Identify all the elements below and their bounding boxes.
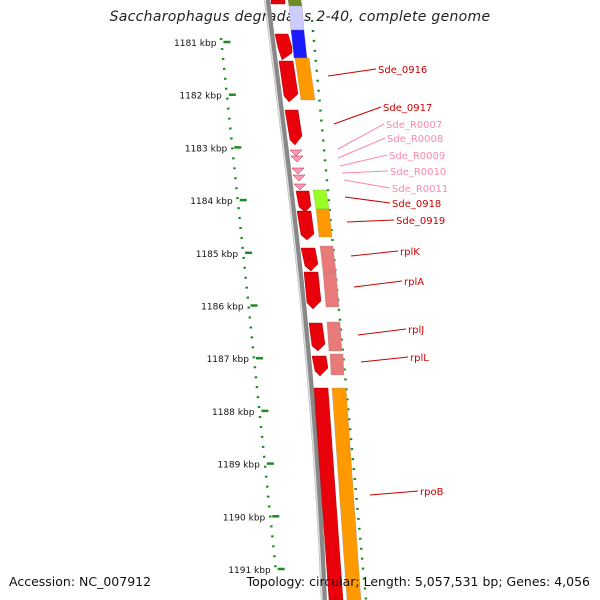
rna-arrow — [291, 167, 305, 175]
cds-arrow — [284, 109, 303, 146]
gene-label-sde_r0010: Sde_R0010 — [390, 167, 446, 178]
rna-arrow — [292, 174, 306, 182]
leader-line — [343, 179, 391, 189]
tick-label: 1190 kbp — [223, 513, 266, 523]
lavender-block — [288, 5, 305, 31]
tick-label: 1191 kbp — [228, 566, 271, 576]
cds-arrow — [295, 190, 312, 213]
rna-arrow — [289, 149, 303, 157]
tick-label: 1181 kbp — [174, 39, 217, 49]
accession-text: Accession: NC_007912 — [9, 574, 152, 589]
cds-arrow — [278, 60, 299, 103]
orange-block — [315, 208, 333, 238]
leader-line — [327, 68, 377, 77]
gene-label-sde_0916: Sde_0916 — [378, 65, 427, 76]
cds-arrow — [270, 0, 286, 5]
tick-label: 1183 kbp — [185, 144, 228, 154]
leader-line — [333, 106, 382, 125]
tick-label: 1182 kbp — [179, 92, 222, 102]
leader-line — [337, 123, 385, 150]
tick-label: 1188 kbp — [212, 408, 255, 418]
leader-line — [341, 170, 389, 174]
genome-backbone — [264, 0, 327, 600]
cds-arrow — [311, 355, 329, 377]
leader-line — [360, 356, 409, 363]
gene-label-rplk: rplK — [400, 247, 420, 258]
pink-block — [326, 321, 343, 352]
rna-arrow — [290, 155, 304, 163]
gene-features — [270, 0, 362, 600]
gene-label-sde_r0011: Sde_R0011 — [392, 184, 448, 195]
gene-label-rpll: rplL — [410, 353, 429, 364]
backbone-highlight — [264, 0, 323, 600]
gene-label-sde_r0008: Sde_R0008 — [387, 134, 443, 145]
orange-block — [294, 57, 316, 101]
gene-label-sde_0919: Sde_0919 — [396, 216, 445, 227]
cds-arrow — [303, 271, 322, 310]
olive-block — [287, 0, 303, 7]
kbp-tick-axis: 1181 kbp 1182 kbp 1183 kbp 1184 kbp 1185 kbp… — [174, 39, 285, 576]
leader-line — [344, 196, 391, 204]
backbone-band — [264, 0, 327, 600]
tick-label: 1184 kbp — [190, 197, 233, 207]
pink-block — [319, 245, 337, 273]
gene-label-rpla: rplA — [404, 277, 424, 288]
leader-line — [337, 137, 386, 159]
cds-band-rpoB — [313, 387, 344, 600]
cds-arrow — [296, 210, 315, 241]
outer-dotted-line — [310, 19, 368, 600]
dotted-guide-lines — [219, 19, 368, 600]
leader-line — [339, 154, 388, 167]
gene-label-sde_r0009: Sde_R0009 — [389, 151, 445, 162]
gene-label-sde_0917: Sde_0917 — [383, 103, 432, 114]
cds-arrow — [308, 322, 326, 352]
pink-block — [329, 353, 345, 376]
tick-label: 1186 kbp — [201, 303, 244, 313]
orange-band — [331, 387, 362, 600]
cds-arrow — [274, 33, 293, 61]
tick-label: 1189 kbp — [217, 461, 260, 471]
gene-label-rplj: rplJ — [408, 325, 424, 336]
leader-line — [357, 328, 407, 336]
gene-label-sde_r0007: Sde_R0007 — [386, 120, 442, 131]
lime-block — [312, 189, 330, 210]
leader-line — [350, 250, 399, 257]
blue-block — [290, 29, 308, 59]
tick-label: 1187 kbp — [207, 355, 250, 365]
gene-label-rpob: rpoB — [420, 487, 444, 498]
pink-block — [322, 271, 340, 308]
rna-arrow — [293, 183, 307, 191]
gene-labels: Sde_0916 Sde_0917 Sde_R0007 Sde_R0008 Sde_R0… — [327, 65, 448, 498]
gene-label-sde_0918: Sde_0918 — [392, 199, 441, 210]
topology-text: Topology: circular; Length: 5,057,531 bp… — [246, 574, 590, 589]
leader-line — [346, 219, 395, 223]
tick-label: 1185 kbp — [196, 250, 239, 260]
leader-line — [353, 280, 403, 288]
cds-arrow — [300, 247, 319, 272]
leader-line — [369, 490, 419, 496]
